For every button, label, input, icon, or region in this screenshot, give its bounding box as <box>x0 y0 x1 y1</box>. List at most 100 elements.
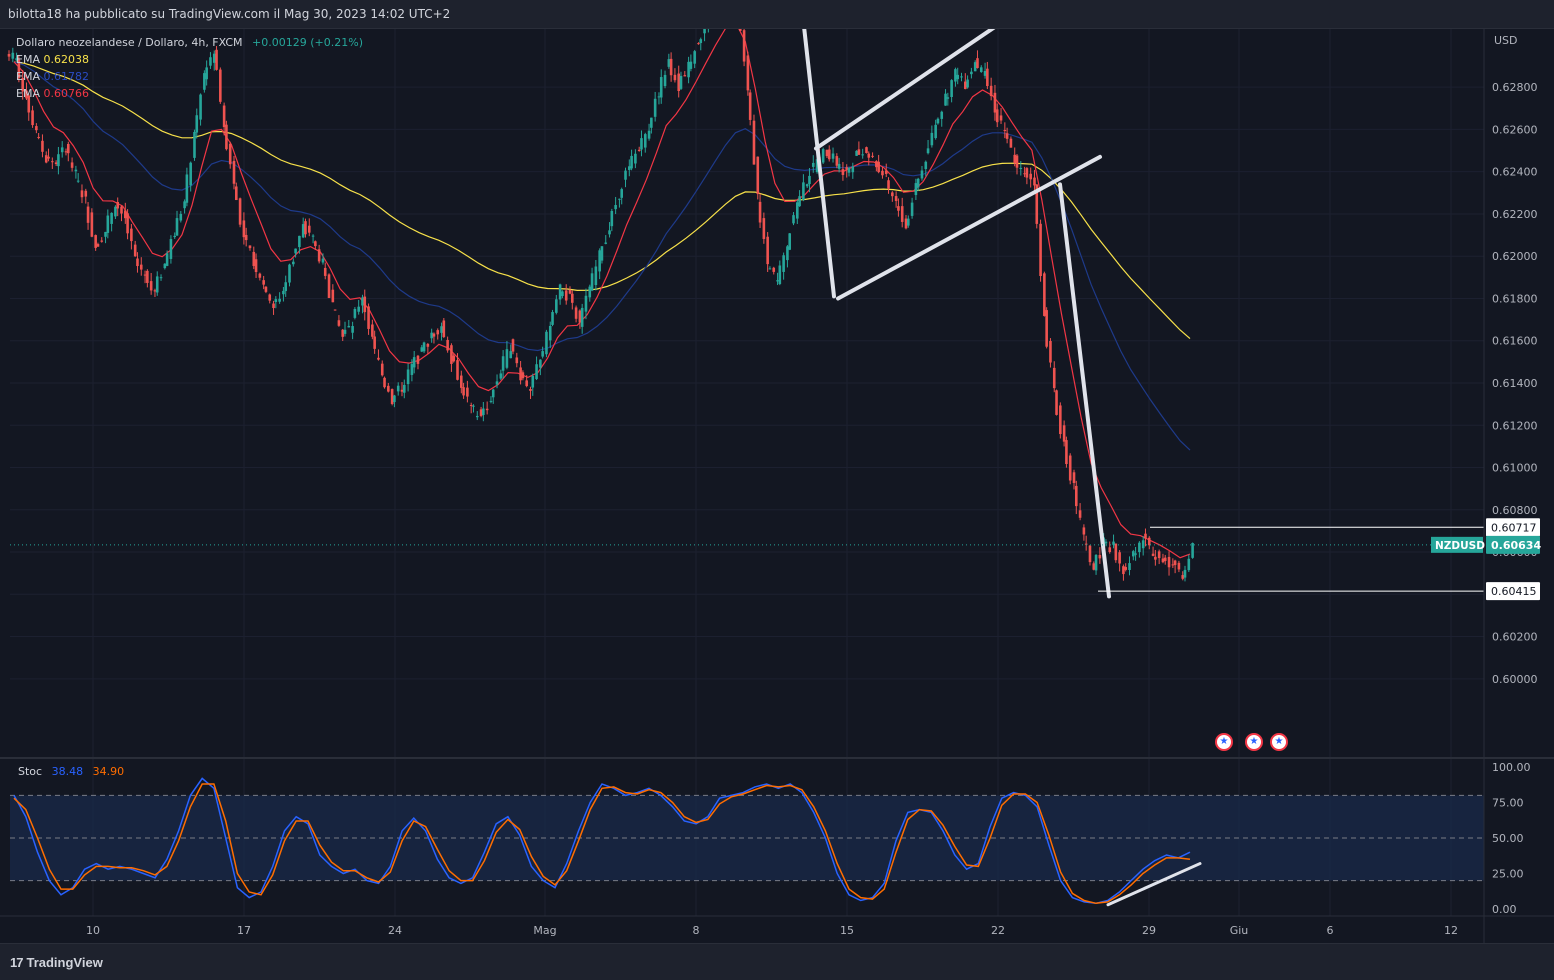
drawings[interactable] <box>10 0 1484 599</box>
candle-body <box>1183 569 1187 578</box>
time-tick-label: 10 <box>86 924 100 937</box>
candle-body <box>983 70 987 76</box>
ema2-line[interactable]: EMA 0.61782 <box>16 68 363 85</box>
candle-body <box>831 153 835 159</box>
candle-body <box>580 307 584 327</box>
candle-body <box>689 61 693 69</box>
candle-body <box>412 357 416 368</box>
candle-body <box>1072 472 1076 483</box>
axes: USD 0.62800 0.62600 0.62400 0.62200 0.62000 0.… <box>0 28 1554 943</box>
candle-body <box>301 224 305 238</box>
candle-body <box>1065 440 1068 465</box>
us-flag-event-icon[interactable]: ★ <box>1245 733 1263 751</box>
candle-body <box>432 333 436 337</box>
candle-body <box>677 73 681 92</box>
candle-body <box>669 58 673 76</box>
candle-body <box>327 274 331 298</box>
stoch-legend[interactable]: Stoc 38.48 34.90 <box>18 765 124 778</box>
candle-body <box>495 381 499 385</box>
price-tick-label: 0.62000 <box>1492 250 1538 263</box>
candle-body <box>51 161 54 163</box>
candle-body <box>193 131 196 158</box>
ema1-line[interactable]: EMA 0.62038 <box>16 51 363 68</box>
candle-body <box>479 409 483 416</box>
candle-body <box>970 71 973 75</box>
stoch-tick-label: 100.00 <box>1492 761 1531 774</box>
candle-body <box>124 210 127 219</box>
candle-body <box>786 246 789 261</box>
candle-body <box>244 234 248 241</box>
price-tick-label: 0.62200 <box>1492 208 1538 221</box>
candle-body <box>1045 310 1048 347</box>
candle-body <box>499 373 503 379</box>
price-tick-label: 0.60200 <box>1492 631 1538 644</box>
candle-body <box>657 96 661 98</box>
candle-body <box>845 167 849 170</box>
candle-body <box>387 385 390 392</box>
price-tick-label: 0.60800 <box>1492 504 1538 517</box>
candle-body <box>284 282 288 292</box>
candle-body <box>1043 273 1046 316</box>
candle-body <box>897 206 900 211</box>
us-flag-event-icon[interactable]: ★ <box>1215 733 1233 751</box>
price-tag-value: 0.60634 <box>1491 539 1541 552</box>
candle-body <box>924 161 928 170</box>
stoch-k-line <box>13 777 1191 905</box>
candle-body <box>1161 558 1165 563</box>
candle-body <box>693 51 696 64</box>
candle-body <box>272 303 275 309</box>
candle-body <box>268 294 272 301</box>
candle-body <box>357 306 360 312</box>
ema-blue-line <box>13 61 1191 451</box>
candle-body <box>426 343 430 347</box>
candle-body <box>274 299 278 302</box>
candle-body <box>292 261 295 265</box>
candle-body <box>228 143 232 165</box>
candle-body <box>452 355 456 362</box>
candle-body <box>209 57 212 66</box>
footer-bar: 17 TradingView <box>0 943 1554 980</box>
candle-body <box>887 180 890 189</box>
candle-body <box>509 351 513 359</box>
stoch-trend-line <box>1106 862 1202 907</box>
tradingview-logo[interactable]: 17 TradingView <box>10 955 103 970</box>
candle-body <box>687 61 690 78</box>
candle-body <box>568 289 572 294</box>
stoch-tick-label: 50.00 <box>1492 832 1524 845</box>
candle-body <box>1074 485 1078 507</box>
candle-body <box>47 156 50 159</box>
candle-body <box>650 117 653 128</box>
symbol-tag-box <box>1431 536 1483 553</box>
candle-body <box>1082 527 1086 535</box>
candle-body <box>521 372 525 379</box>
candle-body <box>491 389 495 398</box>
candle-body <box>851 166 855 173</box>
candle-body <box>1094 554 1098 571</box>
candle-body <box>548 325 552 341</box>
candle-body <box>232 160 236 184</box>
candle-body <box>485 408 489 411</box>
candle-body <box>175 218 179 236</box>
candle-body <box>307 225 311 233</box>
candle-body <box>934 124 937 139</box>
candle-body <box>337 320 341 326</box>
candle-body <box>440 326 443 333</box>
stoch-d-line <box>13 783 1191 905</box>
candle-body <box>57 154 60 167</box>
candle-body <box>1029 173 1032 180</box>
price-tick-label: 0.62600 <box>1492 123 1538 136</box>
price-tag-value: 0.60415 <box>1491 585 1537 598</box>
candle-body <box>841 169 845 175</box>
header-bar: bilotta18 ha pubblicato su TradingView.c… <box>0 0 1554 29</box>
candle-body <box>604 242 608 244</box>
candle-body <box>1167 556 1171 568</box>
candle-body <box>835 156 839 166</box>
us-flag-event-icon[interactable]: ★ <box>1270 733 1288 751</box>
candle-body <box>946 97 950 99</box>
symbol-line[interactable]: Dollaro neozelandese / Dollaro, 4h, FXCM… <box>16 34 363 51</box>
candle-body <box>683 75 687 77</box>
candle-body <box>865 147 868 153</box>
candle-body <box>31 110 34 126</box>
ema3-line[interactable]: EMA 0.60766 <box>16 85 363 102</box>
